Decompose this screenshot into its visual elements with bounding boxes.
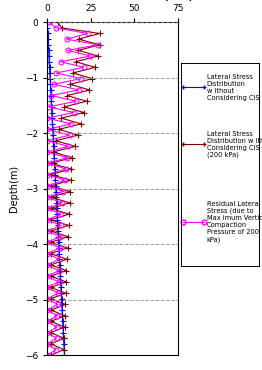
Lateral Stress
Distribution
w ithout
Considering CIS (50, 105, 53, 109)
Lateral Stress
Distribution
w ithout
Considering CIS (63, 353, 66, 357)
Residual Lateral
Stress (due to
Max imum Vertical
Compaction
Pressure of 200
kPa) (46, 229, 49, 233)
Lateral Stress
Distribution
w ithout
Considering CIS (46, 20, 49, 24)
Residual Lateral
Stress (due to
Max imum Vertical
Compaction
Pressure of 200
kPa) (68, 133, 71, 137)
Residual Lateral
Stress (due to
Max imum Vertical
Compaction
Pressure of 200
kPa) (80, 77, 83, 81)
Lateral Stress
Distribution w ith
Considering CIS
(200 kPa) (91, 77, 94, 81)
Residual Lateral
Stress (due to
Max imum Vertical
Compaction
Pressure of 200
kPa) (47, 20, 51, 24)
Lateral Stress
Distribution w ith
Considering CIS
(200 kPa) (49, 353, 52, 357)
Title: Residual Lateral Stress (kPa): Residual Lateral Stress (kPa) (32, 0, 193, 1)
Residual Lateral
Stress (due to
Max imum Vertical
Compaction
Pressure of 200
kPa) (46, 353, 49, 357)
Text: Lateral Stress
Distribution
w ithout
Considering CIS: Lateral Stress Distribution w ithout Con… (207, 74, 259, 101)
Text: Lateral Stress
Distribution w ith
Considering CIS
(200 kPa): Lateral Stress Distribution w ith Consid… (207, 131, 262, 158)
Line: Lateral Stress
Distribution w ith
Considering CIS
(200 kPa): Lateral Stress Distribution w ith Consid… (48, 19, 102, 358)
Line: Lateral Stress
Distribution
w ithout
Considering CIS: Lateral Stress Distribution w ithout Con… (44, 19, 67, 358)
Lateral Stress
Distribution
w ithout
Considering CIS (51, 133, 54, 137)
Residual Lateral
Stress (due to
Max imum Vertical
Compaction
Pressure of 200
kPa) (46, 116, 49, 120)
Lateral Stress
Distribution w ith
Considering CIS
(200 kPa) (60, 116, 63, 120)
Text: Residual Lateral
Stress (due to
Max imum Vertical
Compaction
Pressure of 200
kPa: Residual Lateral Stress (due to Max imum… (207, 201, 262, 243)
Lateral Stress
Distribution
w ithout
Considering CIS (51, 116, 54, 120)
Lateral Stress
Distribution
w ithout
Considering CIS (48, 77, 52, 81)
Lateral Stress
Distribution
w ithout
Considering CIS (51, 127, 54, 132)
Lateral Stress
Distribution
w ithout
Considering CIS (56, 229, 59, 233)
Residual Lateral
Stress (due to
Max imum Vertical
Compaction
Pressure of 200
kPa) (47, 105, 50, 109)
Lateral Stress
Distribution w ith
Considering CIS
(200 kPa) (77, 133, 80, 137)
Y-axis label: Depth(m): Depth(m) (9, 165, 19, 212)
Lateral Stress
Distribution w ith
Considering CIS
(200 kPa) (56, 20, 59, 24)
Lateral Stress
Distribution w ith
Considering CIS
(200 kPa) (49, 229, 52, 233)
Line: Residual Lateral
Stress (due to
Max imum Vertical
Compaction
Pressure of 200
kPa): Residual Lateral Stress (due to Max imum… (45, 20, 100, 358)
Residual Lateral
Stress (due to
Max imum Vertical
Compaction
Pressure of 200
kPa) (46, 127, 49, 132)
Lateral Stress
Distribution w ith
Considering CIS
(200 kPa) (63, 105, 66, 109)
Lateral Stress
Distribution w ith
Considering CIS
(200 kPa) (57, 127, 60, 132)
